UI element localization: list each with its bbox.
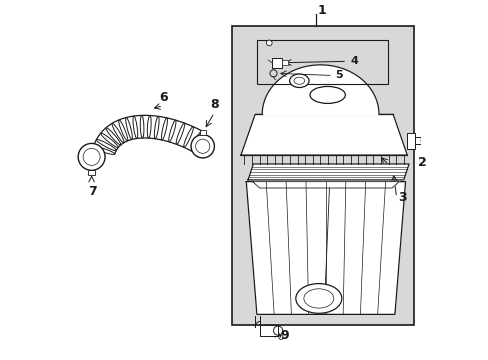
Bar: [407, 133, 414, 149]
Text: 1: 1: [317, 4, 325, 17]
Bar: [271, 58, 281, 68]
Circle shape: [78, 143, 105, 170]
Ellipse shape: [101, 133, 118, 148]
Polygon shape: [262, 65, 378, 114]
Ellipse shape: [295, 284, 341, 313]
Text: 5: 5: [334, 71, 342, 81]
Text: 2: 2: [417, 156, 426, 169]
Ellipse shape: [119, 120, 127, 141]
Ellipse shape: [93, 147, 115, 154]
Bar: [256, 40, 387, 84]
Ellipse shape: [420, 137, 427, 144]
Ellipse shape: [106, 128, 121, 145]
Ellipse shape: [133, 116, 138, 139]
Ellipse shape: [125, 117, 132, 139]
Ellipse shape: [112, 123, 124, 143]
Text: 9: 9: [279, 329, 288, 342]
Text: 8: 8: [210, 98, 218, 111]
Ellipse shape: [289, 74, 308, 87]
Ellipse shape: [176, 123, 184, 144]
Text: 3: 3: [398, 191, 406, 204]
Ellipse shape: [140, 115, 143, 138]
Text: 6: 6: [159, 91, 167, 104]
Ellipse shape: [168, 120, 176, 142]
Ellipse shape: [183, 127, 193, 147]
Circle shape: [266, 40, 271, 46]
Bar: [260, 325, 278, 336]
Ellipse shape: [154, 116, 159, 139]
Ellipse shape: [147, 116, 151, 138]
Text: 4: 4: [350, 56, 358, 66]
Polygon shape: [241, 114, 407, 155]
Ellipse shape: [161, 118, 167, 140]
Bar: [88, 170, 95, 175]
Bar: [414, 137, 421, 144]
Ellipse shape: [191, 131, 202, 151]
Text: 7: 7: [88, 185, 97, 198]
Bar: [199, 130, 205, 135]
Polygon shape: [246, 182, 405, 314]
Ellipse shape: [96, 139, 116, 151]
Polygon shape: [252, 182, 398, 188]
Bar: [232, 26, 413, 325]
Polygon shape: [247, 164, 408, 180]
Circle shape: [191, 135, 214, 158]
Bar: [281, 60, 287, 65]
